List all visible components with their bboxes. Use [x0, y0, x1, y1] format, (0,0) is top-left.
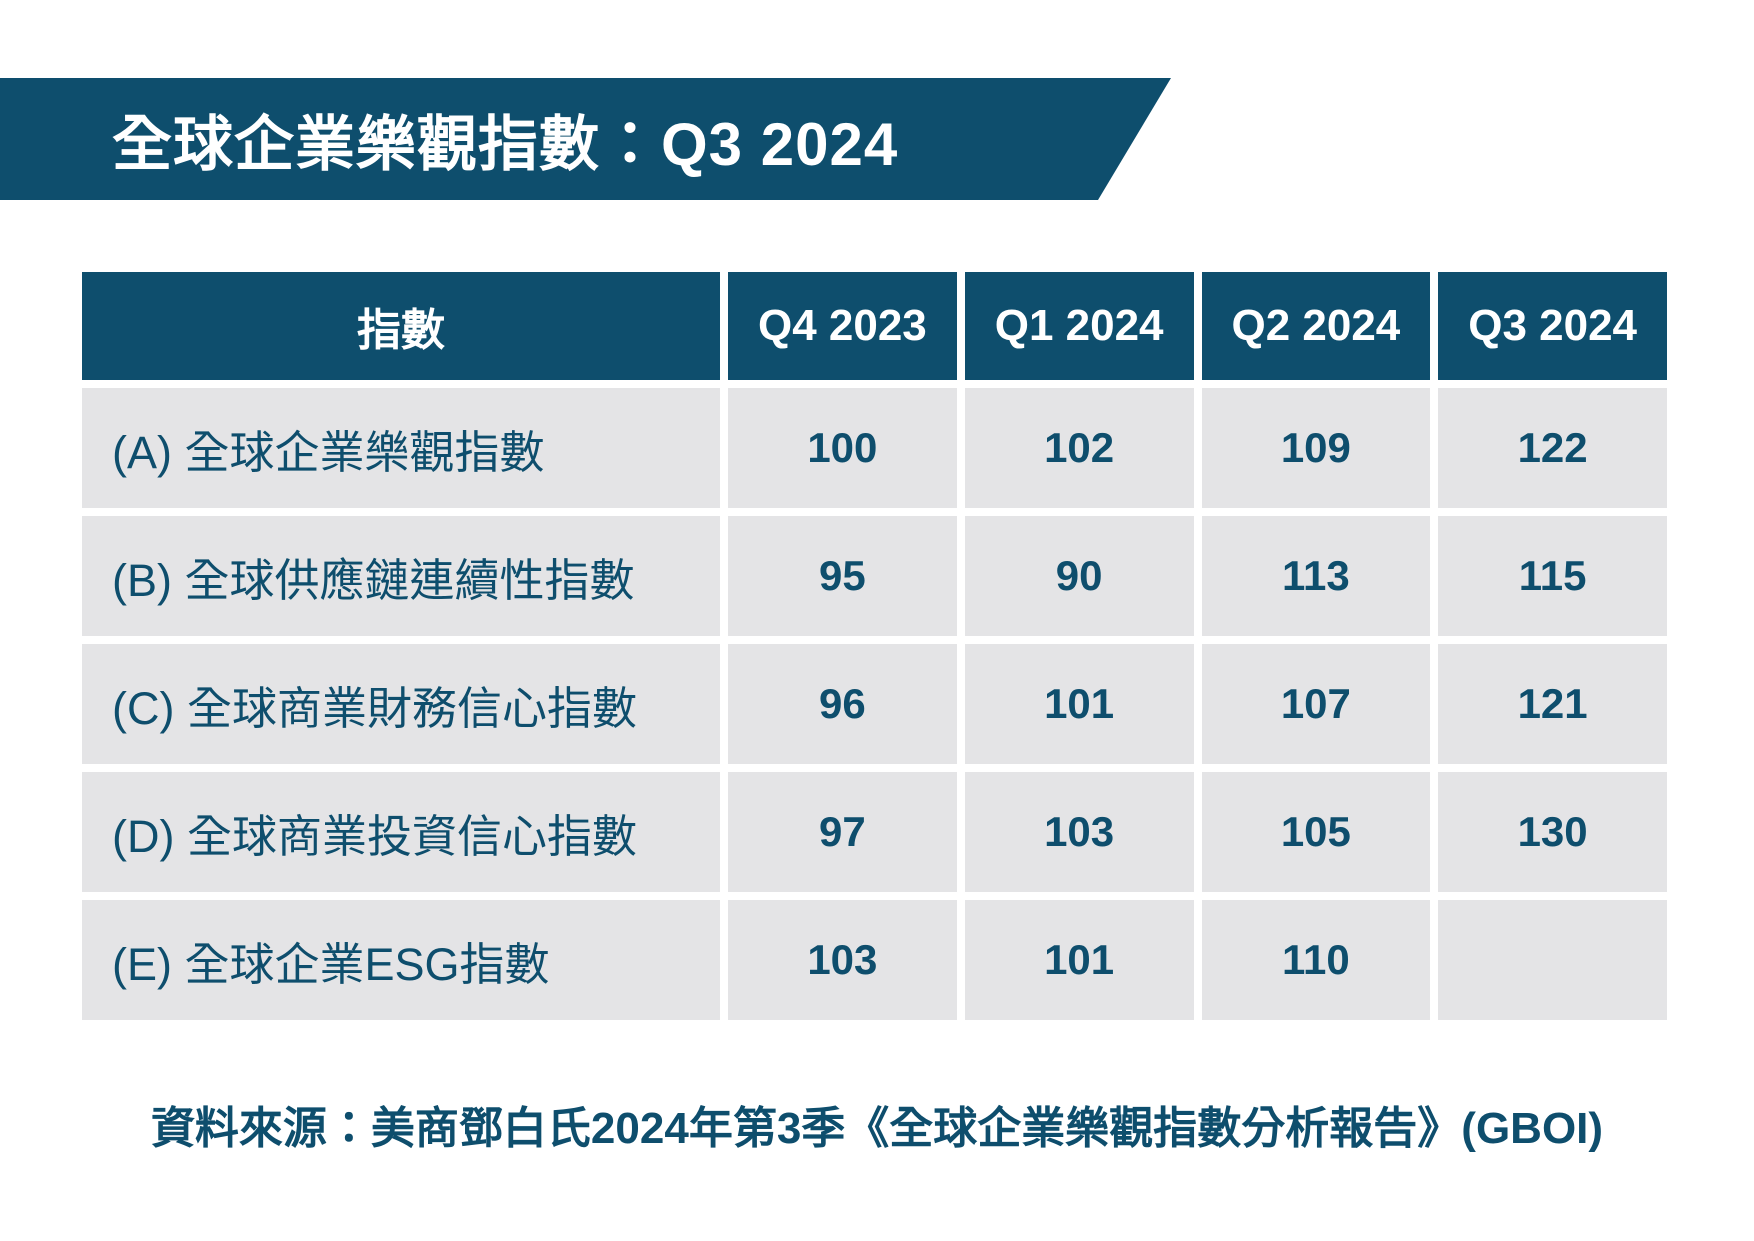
cell-d-q1-2024: 103: [964, 772, 1194, 892]
col-header-q2-2024: Q2 2024: [1201, 272, 1431, 380]
row-label-b: (B) 全球供應鏈連續性指數: [82, 516, 720, 636]
row-label-a: (A) 全球企業樂觀指數: [82, 388, 720, 508]
cell-a-q3-2024: 122: [1438, 388, 1667, 508]
row-label-c: (C) 全球商業財務信心指數: [82, 644, 720, 764]
cell-c-q3-2024: 121: [1438, 644, 1667, 764]
page-title: 全球企業樂觀指數：Q3 2024: [112, 110, 899, 178]
index-table: 指數 Q4 2023 Q1 2024 Q2 2024 Q3 2024 (A) 全…: [82, 272, 1667, 1020]
cell-e-q2-2024: 110: [1201, 900, 1431, 1020]
col-header-index: 指數: [82, 272, 720, 380]
col-header-q1-2024: Q1 2024: [964, 272, 1194, 380]
cell-e-q4-2023: 103: [728, 900, 957, 1020]
cell-a-q2-2024: 109: [1201, 388, 1431, 508]
cell-c-q1-2024: 101: [964, 644, 1194, 764]
cell-a-q4-2023: 100: [728, 388, 957, 508]
cell-b-q3-2024: 115: [1438, 516, 1667, 636]
source-note: 資料來源：美商鄧白氏2024年第3季《全球企業樂觀指數分析報告》(GBOI): [150, 1104, 1604, 1153]
cell-a-q1-2024: 102: [964, 388, 1194, 508]
cell-e-q1-2024: 101: [964, 900, 1194, 1020]
cell-e-q3-2024: [1438, 900, 1667, 1020]
cell-d-q3-2024: 130: [1438, 772, 1667, 892]
row-label-e: (E) 全球企業ESG指數: [82, 900, 720, 1020]
cell-c-q2-2024: 107: [1201, 644, 1431, 764]
row-label-d: (D) 全球商業投資信心指數: [82, 772, 720, 892]
cell-d-q4-2023: 97: [728, 772, 957, 892]
cell-b-q2-2024: 113: [1201, 516, 1431, 636]
title-banner: 全球企業樂觀指數：Q3 2024: [0, 78, 1171, 200]
col-header-q4-2023: Q4 2023: [728, 272, 957, 380]
cell-b-q4-2023: 95: [728, 516, 957, 636]
cell-d-q2-2024: 105: [1201, 772, 1431, 892]
col-header-q3-2024: Q3 2024: [1438, 272, 1667, 380]
cell-c-q4-2023: 96: [728, 644, 957, 764]
cell-b-q1-2024: 90: [964, 516, 1194, 636]
